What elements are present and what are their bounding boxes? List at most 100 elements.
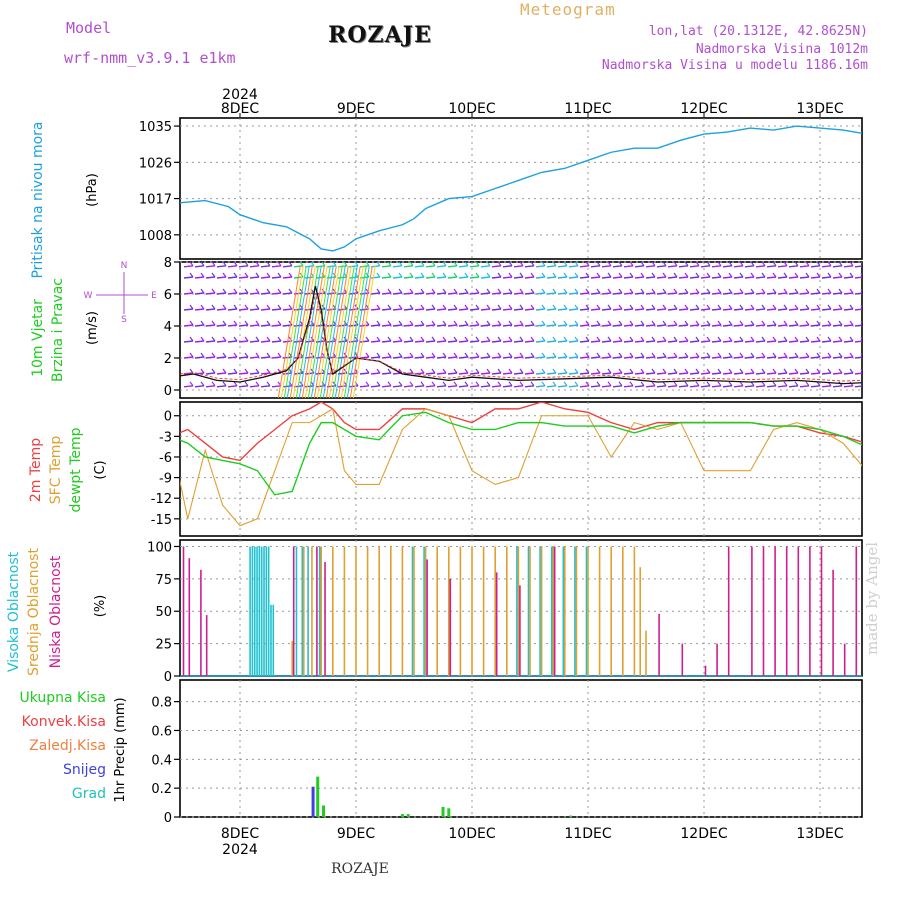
wind-barb-flag [365,352,370,358]
wind-barb [205,385,216,388]
wind-steep-arrow [307,265,331,398]
wind-barb [744,340,755,343]
wind-barb [557,356,568,359]
wind-barb-flag [420,336,425,342]
wind-barb [315,265,326,268]
wind-barb-flag [431,288,436,294]
wind-barb-flag [255,336,260,342]
wind-barb-flag [255,304,260,310]
wind-barb [832,276,843,279]
wind-barb [700,372,711,375]
wind-barb [788,276,799,279]
wind-barb-flag [464,336,469,342]
wind-barb-flag [519,288,524,294]
wind-barb-flag [266,368,271,374]
wind-barb-flag [750,304,755,310]
wind-barb-flag [189,352,194,358]
wind-barb-flag [211,381,216,387]
wind-barb-flag [376,320,381,326]
wind-barb [601,340,612,343]
wind-barb-flag [420,368,425,374]
wind-barb-flag [233,381,238,387]
wind-barb-flag [541,272,546,278]
wind-barb-flag [497,336,502,342]
wind-barb [425,340,436,343]
wind-barb-flag [508,272,513,278]
wind-steep-arrow [340,265,364,398]
wind-barb [656,308,667,311]
wind-barb [854,265,862,268]
wind-barb-flag [849,262,854,267]
wind-barb-flag [728,320,733,326]
wind-barb-flag [827,336,832,342]
wind-barb [491,265,502,268]
wind-barb [458,292,469,295]
wind-barb [491,324,502,327]
wind-barb [502,324,513,327]
wind-barb [447,292,458,295]
wind-barb [205,292,216,295]
wind-barb [755,324,766,327]
wind-steep-arrow [352,265,376,398]
wind-barb-flag [640,336,645,342]
wind-barb-flag [750,272,755,278]
wind-barb-flag [783,352,788,358]
wind-barb [370,292,381,295]
wind-barb [645,356,656,359]
wind-barb-flag [200,381,205,387]
lonlat-label: lon,lat (20.1312E, 42.8625N) [648,24,868,39]
wind-barb-flag [761,304,766,310]
wind-steep-arrow [298,265,322,398]
wind-barb-flag [222,320,227,326]
wind-steep-arrow [319,265,343,398]
wind-barb-flag [860,336,862,340]
wind-barb [755,276,766,279]
wind-barb-flag [860,262,862,265]
wind-barb [403,356,414,359]
wind-barb [689,356,700,359]
wind-barb-flag [442,262,447,267]
wind-barb-flag [233,368,238,374]
wind-barb-flag [772,320,777,326]
wind-barb [777,276,788,279]
wind-barb [183,265,194,268]
wind-barb-flag [838,368,843,374]
wind-barb [766,324,777,327]
wind-barb [524,385,535,388]
wind-barb-flag [497,262,502,267]
wind-barb-flag [574,368,579,374]
wind-barb [403,308,414,311]
wind-barb-flag [244,272,249,278]
wind-barb [777,308,788,311]
wind-barb-flag [442,320,447,326]
wind-barb-flag [618,262,623,267]
wind-barb [524,292,535,295]
wind-barb-flag [442,288,447,294]
wind-barb [689,308,700,311]
wind-barb [469,356,480,359]
wind-barb-flag [629,352,634,358]
wind-barb-flag [585,304,590,310]
wind-barb-flag [211,320,216,326]
wind-barb-flag [288,262,293,267]
wind-barb [458,308,469,311]
wind-barb [656,340,667,343]
compass-w-label: W [84,291,93,301]
wind-barb [590,292,601,295]
wind-barb [271,340,282,343]
wind-barb-flag [409,352,414,358]
wind-barb-flag [717,381,722,387]
wind-barb-flag [189,272,194,278]
wind-barb [733,308,744,311]
wind-barb [348,385,359,388]
compass-n-label: N [121,261,128,271]
wind-barb-flag [750,368,755,374]
wind-barb [216,385,227,388]
wind-barb-flag [838,320,843,326]
wind-barb-flag [266,304,271,310]
y-tick-label: 0.2 [151,782,172,797]
x-date-label-bottom: 9DEC [337,826,376,842]
wind-barb [623,324,634,327]
wind-barb-flag [409,288,414,294]
wind-barb [744,324,755,327]
